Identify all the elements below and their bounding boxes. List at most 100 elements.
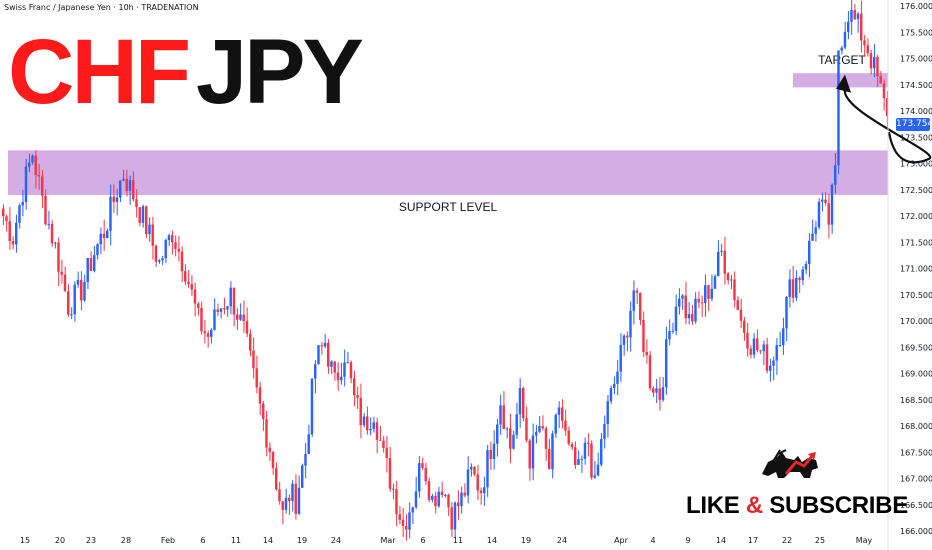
price-tick-label: 167.500 [900, 448, 932, 457]
candle-body [476, 474, 479, 491]
candle-body [479, 490, 483, 494]
brand-title: CHF JPY [8, 21, 366, 123]
time-tick-label: 15 [20, 536, 30, 545]
candle-body [44, 195, 47, 225]
price-tick-label: 175.000 [900, 55, 932, 64]
candle-body [525, 418, 528, 441]
candle-body [684, 295, 687, 319]
candle-body [710, 288, 713, 299]
candle-body [642, 319, 645, 352]
candle-body [814, 227, 817, 234]
candle-body [132, 180, 135, 200]
candle-body [41, 176, 44, 196]
candle-body [89, 257, 93, 271]
price-axis[interactable]: 176.000 175.500 175.000 174.500 174.000 173.5… [887, 0, 932, 550]
candle-body [791, 279, 795, 298]
candle-body [362, 416, 366, 426]
candle-body [743, 320, 746, 333]
candle-body [678, 298, 681, 307]
price-tick-label: 172.000 [900, 212, 932, 221]
candle-body [252, 350, 255, 369]
candle-body [609, 388, 613, 402]
candle-body [749, 348, 752, 355]
candle-body [262, 403, 265, 420]
candle-body [151, 224, 154, 246]
candle-body [635, 290, 639, 293]
subscribe-text: SUBSCRIBE [769, 492, 908, 519]
candle-body [739, 309, 743, 321]
time-tick-label: 23 [86, 536, 96, 545]
title-chf: CHF [8, 21, 188, 123]
time-tick-label: 9 [685, 536, 690, 545]
candle-body [8, 221, 11, 242]
target-zone [793, 73, 888, 88]
candle-body [206, 333, 210, 337]
candle-body [106, 230, 109, 239]
price-tick-label: 173.000 [900, 160, 932, 169]
candle-body [528, 440, 531, 469]
candle-body [697, 298, 700, 303]
candle-body [600, 439, 603, 465]
candle-body [762, 344, 765, 351]
candle-body [297, 487, 301, 514]
candle-body [343, 362, 346, 377]
candle-body [385, 447, 388, 459]
price-tick-label: 166.000 [900, 527, 932, 536]
candle-body [167, 235, 171, 241]
time-tick-label: 25 [815, 536, 825, 545]
candle-body [398, 514, 401, 520]
candle-body [34, 155, 37, 175]
candle-body [450, 507, 453, 530]
candle-body [590, 443, 593, 478]
candle-body [577, 459, 580, 465]
candle-body [596, 464, 600, 476]
candle-body [421, 463, 424, 468]
time-tick-label: 19 [297, 536, 307, 545]
candle-body [483, 487, 486, 494]
candle-body [668, 331, 671, 340]
candle-body [317, 345, 320, 365]
candle-body [327, 342, 330, 367]
candle-body [830, 184, 834, 225]
candle-body [431, 495, 434, 500]
support-zone [8, 150, 888, 195]
like-text: LIKE [686, 492, 740, 519]
candle-body [522, 388, 525, 419]
time-tick-label: 17 [748, 536, 758, 545]
candle-body [401, 519, 405, 527]
target-label: TARGET [818, 53, 866, 67]
candle-body [375, 422, 379, 440]
candle-body [226, 306, 229, 310]
candle-body [655, 388, 658, 393]
candle-body [616, 371, 619, 384]
candle-body [551, 433, 554, 470]
time-tick-label: 4 [650, 536, 655, 545]
candle-body [866, 45, 869, 54]
time-tick-label: 14 [263, 536, 273, 545]
candle-body [730, 279, 733, 281]
time-axis[interactable]: 15 20 23 28 Feb 6 11 14 19 24 Mar 6 11 14 19 24 Apr 4 9 14 1… [20, 536, 873, 545]
candle-body [717, 251, 720, 277]
like-subscribe-button[interactable]: LIKE & SUBSCRIBE [686, 492, 908, 520]
candle-body [434, 495, 437, 507]
candle-body [648, 355, 652, 389]
candle-body [444, 494, 447, 496]
price-tick-label: 175.500 [900, 28, 932, 37]
candle-body [119, 180, 122, 198]
candle-body [93, 255, 96, 271]
candle-body [229, 287, 232, 307]
candle-body [187, 281, 190, 285]
candle-body [141, 206, 145, 223]
candle-body [629, 310, 632, 338]
candle-body [798, 277, 801, 281]
candle-body [24, 166, 28, 202]
instrument-header: Swiss Franc / Japanese Yen · 10h · TRADE… [4, 3, 199, 12]
price-tick-label: 174.500 [900, 81, 932, 90]
candle-body [850, 10, 853, 22]
candle-body [606, 401, 609, 424]
candle-body [554, 414, 557, 434]
candle-body [658, 388, 661, 400]
candle-body [752, 338, 756, 355]
candle-body [37, 174, 41, 177]
